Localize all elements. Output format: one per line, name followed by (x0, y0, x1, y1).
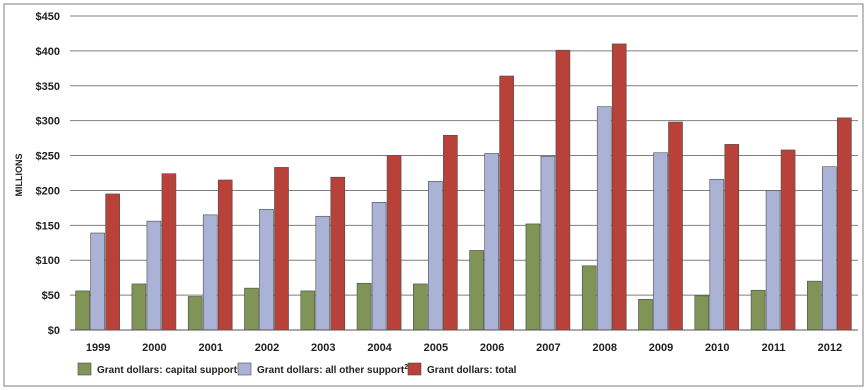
legend-swatch-capital (77, 362, 92, 376)
legend-label-capital: Grant dollars: capital support1 (97, 364, 241, 376)
legend-swatch-other (237, 362, 252, 376)
x-tick-label: 2003 (311, 342, 335, 354)
bar-capital-2003 (300, 290, 316, 331)
bar-capital-2012 (807, 280, 822, 331)
bar-total-2003 (330, 176, 346, 331)
bar-other-2011 (765, 190, 781, 331)
x-tick-label: 2012 (818, 342, 842, 354)
bar-capital-2002 (244, 287, 259, 331)
x-axis-ticks: 1999 2000 2001 2002 2003 2004 2005 2006 2007 2008… (86, 342, 842, 354)
bar-total-2009 (668, 121, 683, 331)
bar-total-2004 (386, 155, 402, 331)
chart-frame (3, 3, 864, 387)
bar-capital-2000 (131, 283, 147, 331)
bar-other-2010 (709, 178, 725, 331)
y-tick-label: $150 (36, 220, 60, 232)
bar-other-2005 (428, 181, 443, 331)
x-tick-label: 2008 (592, 342, 616, 354)
bar-other-2004 (371, 202, 387, 331)
bar-capital-2004 (356, 282, 372, 331)
legend-footnote: 2 (404, 364, 408, 371)
y-tick-label: $300 (36, 116, 60, 128)
bar-capital-2008 (581, 265, 597, 331)
bar-capital-2006 (469, 250, 484, 331)
y-tick-label: $250 (36, 151, 60, 163)
bar-other-2002 (259, 208, 274, 331)
x-tick-label: 2001 (198, 342, 222, 354)
x-tick-label: 1999 (86, 342, 110, 354)
bar-other-2008 (596, 106, 612, 331)
bar-total-2006 (499, 75, 514, 331)
bar-other-2006 (484, 153, 499, 331)
legend-label-total: Grant dollars: total (427, 365, 517, 376)
x-tick-label: 2005 (424, 342, 448, 354)
x-tick-label: 2000 (142, 342, 166, 354)
y-tick-label: $400 (36, 46, 60, 58)
bar-capital-2009 (638, 298, 653, 331)
x-tick-label: 2004 (367, 342, 392, 354)
bar-total-2011 (780, 149, 796, 331)
bar-other-2001 (202, 214, 218, 331)
x-tick-label: 2002 (255, 342, 279, 354)
legend: Grant dollars: capital support1 Grant dol… (77, 362, 517, 376)
bar-total-2010 (724, 144, 740, 331)
bar-other-2007 (540, 155, 556, 331)
bar-total-2001 (217, 179, 233, 331)
bar-capital-2011 (750, 289, 766, 331)
bar-capital-2001 (187, 296, 203, 331)
y-axis-ticks: $0 $50 $100 $150 $200 $250 $300 $350 $400 $450 (36, 11, 60, 337)
y-axis-label: MILLIONS (14, 154, 24, 197)
x-tick-label: 2011 (762, 342, 786, 354)
legend-swatch-total (407, 362, 422, 376)
bar-other-2000 (146, 220, 162, 331)
bar-total-2000 (161, 173, 177, 331)
x-tick-label: 2006 (480, 342, 504, 354)
bar-total-2005 (443, 135, 458, 331)
y-tick-label: $0 (48, 325, 60, 337)
bar-total-2002 (274, 167, 289, 331)
bar-other-1999 (90, 232, 105, 331)
bar-other-2009 (653, 152, 668, 331)
bar-total-2012 (837, 117, 852, 331)
y-tick-label: $100 (36, 255, 60, 267)
x-tick-label: 2010 (705, 342, 729, 354)
bar-total-2008 (611, 43, 627, 331)
bar-capital-1999 (75, 290, 90, 331)
y-tick-label: $200 (36, 185, 60, 197)
y-tick-label: $50 (42, 290, 60, 302)
bar-capital-2007 (525, 223, 541, 331)
y-tick-label: $350 (36, 81, 60, 93)
x-tick-label: 2007 (536, 342, 560, 354)
bar-total-1999 (105, 193, 120, 331)
bar-capital-2010 (694, 295, 710, 331)
bar-capital-2005 (413, 283, 428, 331)
legend-label-other: Grant dollars: all other support2 (257, 364, 408, 376)
bar-other-2003 (315, 215, 331, 331)
y-tick-label: $450 (36, 11, 60, 23)
bar-other-2012 (822, 166, 837, 331)
x-tick-label: 2009 (649, 342, 673, 354)
bar-total-2007 (555, 49, 571, 331)
